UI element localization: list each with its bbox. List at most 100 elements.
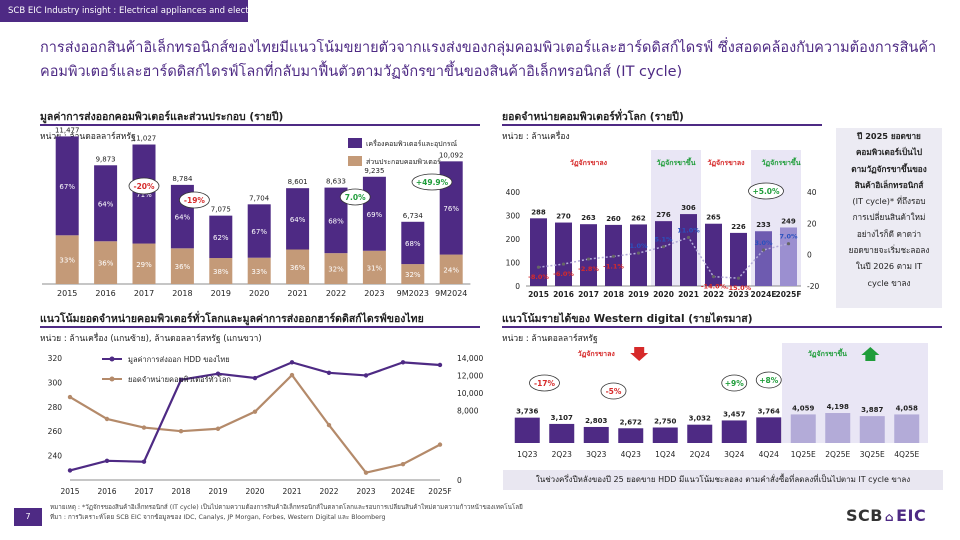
growth-annotation: -19% [184, 196, 206, 205]
growth-label: -1.1% [603, 262, 624, 270]
total-label: 6,734 [403, 212, 424, 220]
y-tick-label: 320 [48, 354, 63, 363]
hdd-point [178, 377, 184, 382]
x-tick-label: 2022 [703, 290, 724, 299]
bar-component [209, 258, 233, 284]
pc-point [289, 372, 295, 378]
sales-bar [530, 218, 547, 286]
pc-sales-line [69, 373, 441, 474]
revenue-label: 3,457 [723, 410, 745, 418]
share-label: 68% [405, 240, 421, 248]
legend-swatch [348, 156, 362, 166]
hdd-point [104, 458, 110, 464]
bar-computer [247, 204, 271, 258]
legend-label: ส่วนประกอบคอมพิวเตอร์ [366, 158, 441, 166]
growth-annotation: +49.9% [416, 178, 449, 187]
callout-line: ในปี 2026 ตาม IT [855, 261, 923, 272]
share-label: 31% [367, 264, 383, 272]
cycle-label: วัฏจักรขาลง [707, 159, 745, 167]
x-tick-label: 2022 [326, 289, 346, 298]
x-tick-label: 2025F [776, 290, 802, 299]
growth-point [786, 242, 791, 246]
growth-annotation-bubble [411, 173, 453, 191]
y-tick-label: 200 [506, 235, 521, 244]
x-tick-label: 2019 [628, 290, 649, 299]
revenue-label: 2,672 [620, 418, 642, 426]
sales-bar [555, 222, 572, 286]
bar-component [324, 253, 348, 284]
x-tick-label: 2018 [171, 487, 190, 496]
x-tick-label: 2025F [428, 487, 451, 496]
growth-label: 11.0% [677, 226, 700, 234]
x-tick-label: 2021 [287, 289, 307, 298]
panel1-unit: หน่วย : ล้านดอลลาร์สหรัฐ [40, 132, 136, 142]
pc-cycle-callout: ปี 2025 ยอดขาย คอมพิวเตอร์เป็นไป ตามวัฏจ… [836, 128, 942, 308]
panel2-title: ยอดจำหน่ายคอมพิวเตอร์ทั่วโลก (รายปี) [502, 111, 684, 123]
panel4-title: แนวโน้มรายได้ของ Western digital (รายไตร… [502, 313, 753, 325]
revenue-bar [514, 417, 540, 443]
growth-line [538, 236, 789, 279]
growth-label: 7.0% [779, 233, 798, 241]
growth-annotation-bubble [721, 374, 748, 392]
pc-point [178, 429, 184, 434]
x-tick-label: 4Q25E [894, 450, 919, 459]
total-label: 8,784 [172, 175, 193, 183]
bar-component [247, 257, 271, 284]
pc-point [141, 425, 147, 430]
revenue-bar [687, 424, 713, 443]
growth-annotation: 7.0% [345, 193, 366, 202]
y2-tick-label: 8,000 [457, 406, 479, 415]
x-tick-label: 2019 [208, 487, 227, 496]
panel1-title: มูลค่าการส่งออกคอมพิวเตอร์และส่วนประกอบ … [40, 111, 284, 123]
hdd-point [215, 371, 221, 376]
pc-point [252, 409, 258, 414]
total-label: 7,075 [211, 206, 231, 214]
growth-annotation-bubble [128, 177, 160, 195]
x-tick-label: 4Q23 [621, 450, 641, 459]
growth-point [761, 248, 766, 252]
sales-bar [680, 214, 697, 286]
growth-annotation-bubble [748, 182, 784, 200]
sales-value-label: 270 [556, 213, 571, 221]
growth-annotation: -17% [534, 379, 556, 388]
callout-line: (IT cycle)* ที่ถึงรอบ [852, 196, 926, 207]
bar-computer [324, 187, 348, 254]
revenue-bar [652, 427, 678, 443]
bar-computer [209, 215, 233, 259]
share-label: 33% [251, 268, 267, 276]
scb-eic-logo: SCB ⌂ EIC [846, 506, 926, 525]
cycle-label: วัฏจักรขาลง [570, 159, 608, 167]
sales-bar [755, 231, 772, 286]
sales-value-label: 288 [531, 208, 546, 216]
callout-line: สินค้าอิเล็กทรอนิกส์ [854, 179, 924, 190]
x-tick-label: 2017 [134, 487, 153, 496]
growth-point [611, 254, 616, 258]
revenue-bar [721, 420, 747, 443]
x-tick-label: 2019 [211, 289, 231, 298]
pc-point [67, 394, 73, 400]
cycle-label: วัฏจักรขาขึ้น [808, 347, 847, 358]
wd-revenue-chart: วัฏจักรขาลง วัฏจักรขาขึ้น 3,736 1Q23 3,107 2Q… [514, 343, 928, 459]
revenue-label: 3,107 [551, 414, 573, 422]
revenue-bar [894, 414, 920, 443]
hdd-point [141, 459, 147, 464]
share-label: 71% [136, 191, 152, 199]
x-tick-label: 2015 [60, 487, 79, 496]
growth-label: -15.0% [726, 284, 752, 292]
bar-computer [55, 136, 79, 236]
legend-marker [109, 376, 115, 382]
y2-tick-label: -20 [807, 282, 819, 291]
x-tick-label: 2023 [728, 290, 749, 299]
pc-point [215, 426, 221, 431]
up-arrow-icon [861, 347, 880, 361]
revenue-bar [756, 417, 782, 443]
share-label: 36% [290, 264, 306, 272]
panel3-underline [40, 326, 480, 328]
hdd-point [289, 360, 295, 365]
total-label: 8,601 [288, 178, 308, 186]
page-number: 7 [14, 508, 42, 526]
share-label: 69% [367, 211, 383, 219]
share-label: 68% [328, 217, 344, 225]
sales-value-label: 262 [631, 214, 646, 222]
bar-component [439, 254, 463, 284]
